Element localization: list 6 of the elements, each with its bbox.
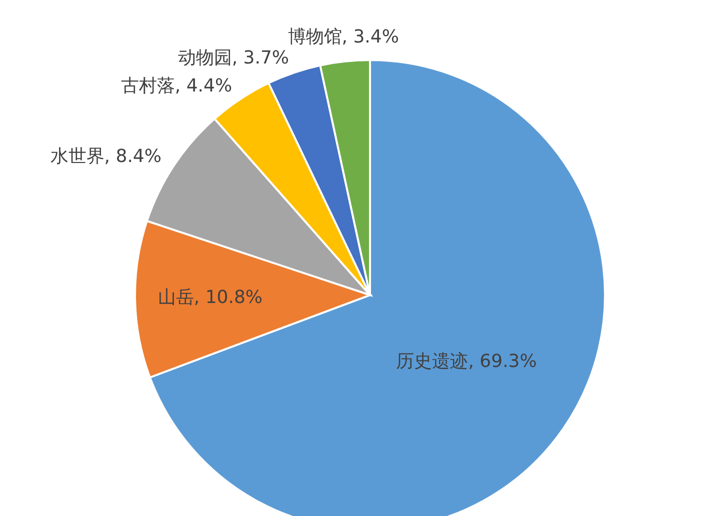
slice-label: 动物园, 3.7%: [178, 47, 290, 68]
slice-label: 水世界, 8.4%: [50, 146, 162, 168]
slice-label: 博物馆, 3.4%: [288, 26, 399, 48]
slice-label: 历史遗迹, 69.3%: [396, 350, 537, 372]
slice-label: 山岳, 10.8%: [158, 287, 263, 308]
slice-label: 古村落, 4.4%: [120, 75, 232, 96]
